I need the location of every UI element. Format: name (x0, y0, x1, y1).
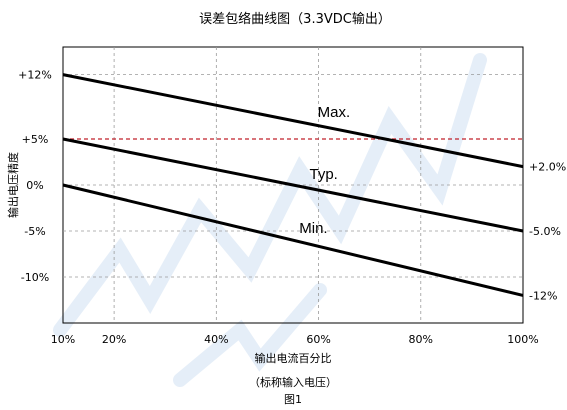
y-tick-label: +12% (18, 69, 52, 82)
y-tick-label: -5% (24, 225, 45, 238)
series-line-typ (62, 137, 524, 233)
x-axis-ticks: 10% 20% 40% 60% 80% 100% (51, 333, 539, 346)
y-axis-ticks: +12% +5% 0% -5% -10% (18, 69, 52, 284)
series-name-label: Typ. (309, 166, 337, 183)
x-tick-label: 20% (102, 333, 126, 346)
x-tick-label: 10% (51, 333, 75, 346)
series-labels: Max. Typ. Min. +2.0% -5.0% -12% (299, 104, 566, 303)
x-tick-label: 60% (306, 333, 330, 346)
x-axis-note: （标称输入电压） (249, 375, 337, 389)
y-tick-label: +5% (22, 133, 49, 146)
x-axis-label: 输出电流百分比 (255, 351, 332, 365)
series-end-value-label: -12% (529, 289, 557, 302)
y-tick-label: -10% (21, 271, 49, 284)
series-line-min (62, 183, 524, 297)
series-name-label: Min. (299, 220, 327, 237)
y-axis-label: 输出电压精度 (6, 152, 20, 218)
watermark (53, 53, 487, 387)
x-tick-label: 80% (409, 333, 433, 346)
series-line-max (62, 73, 524, 169)
series-group (62, 73, 524, 297)
series-end-value-label: -5.0% (529, 225, 561, 238)
chart-title: 误差包络曲线图（3.3VDC输出） (199, 11, 391, 27)
x-tick-label: 100% (507, 333, 538, 346)
x-tick-label: 40% (204, 333, 228, 346)
plot-area (62, 46, 524, 324)
y-tick-label: 0% (26, 179, 43, 192)
series-name-label: Max. (318, 104, 351, 121)
figure-caption: 图1 (284, 393, 302, 406)
series-end-value-label: +2.0% (529, 161, 566, 174)
